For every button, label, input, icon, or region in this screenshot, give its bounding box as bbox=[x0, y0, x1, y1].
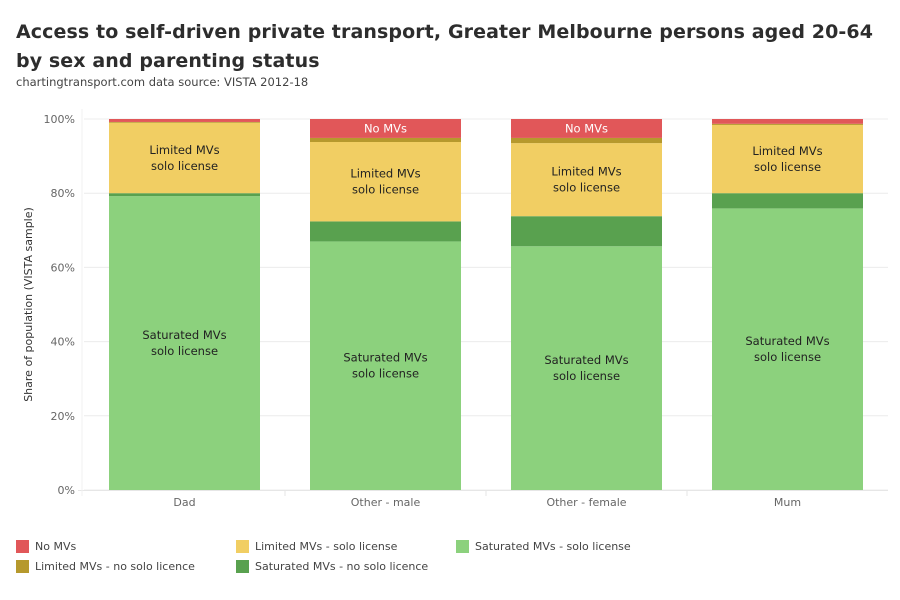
data-label: Saturated MVs bbox=[544, 353, 628, 367]
bar-segment bbox=[511, 143, 662, 217]
chart-title: Access to self-driven private transport,… bbox=[16, 21, 874, 72]
legend-swatch bbox=[16, 540, 29, 553]
bar-segment bbox=[109, 119, 260, 122]
bar-segment bbox=[310, 137, 461, 143]
bar-segment bbox=[310, 241, 461, 490]
legend-swatch bbox=[16, 560, 29, 573]
x-tick-label: Mum bbox=[774, 496, 801, 509]
data-label: Limited MVs bbox=[350, 167, 420, 181]
bar-segment bbox=[310, 119, 461, 138]
y-tick-label: 0% bbox=[58, 484, 75, 497]
x-tick-label: Dad bbox=[173, 496, 195, 509]
bar-segment bbox=[109, 121, 260, 123]
data-label: solo license bbox=[151, 344, 218, 358]
bar-segment bbox=[310, 142, 461, 222]
bar-segment bbox=[511, 246, 662, 490]
legend-label: Saturated MVs - no solo licence bbox=[255, 560, 429, 573]
bar-segment bbox=[310, 221, 461, 242]
bar-segment bbox=[109, 122, 260, 194]
x-tick-label: Other - female bbox=[546, 496, 626, 509]
legend: No MVs Limited MVs - no solo licence Lim… bbox=[16, 540, 896, 590]
y-tick-label: 40% bbox=[51, 336, 75, 349]
legend-label: Limited MVs - solo license bbox=[255, 540, 398, 553]
data-label: solo license bbox=[553, 181, 620, 195]
legend-item-limited-no-solo[interactable]: Limited MVs - no solo licence bbox=[16, 560, 195, 573]
bar-segment bbox=[109, 193, 260, 197]
data-label: Saturated MVs bbox=[745, 334, 829, 348]
data-label: Limited MVs bbox=[752, 144, 822, 158]
bar-segment bbox=[511, 137, 662, 144]
legend-item-saturated-no-solo[interactable]: Saturated MVs - no solo licence bbox=[236, 560, 428, 573]
legend-item-saturated-solo[interactable]: Saturated MVs - solo license bbox=[456, 540, 631, 553]
data-label: Limited MVs bbox=[551, 165, 621, 179]
data-label: Saturated MVs bbox=[343, 351, 427, 365]
data-label: solo license bbox=[553, 369, 620, 383]
data-label: solo license bbox=[352, 367, 419, 381]
data-label: solo license bbox=[352, 183, 419, 197]
legend-item-limited-solo[interactable]: Limited MVs - solo license bbox=[236, 540, 397, 553]
legend-label: Saturated MVs - solo license bbox=[475, 540, 631, 553]
chart-subtitle: chartingtransport.com data source: VISTA… bbox=[16, 75, 309, 89]
legend-swatch bbox=[456, 540, 469, 553]
legend-item-no-mvs[interactable]: No MVs bbox=[16, 540, 76, 553]
y-tick-label: 60% bbox=[51, 261, 75, 274]
bar-segment bbox=[712, 193, 863, 209]
bar-segment bbox=[712, 208, 863, 490]
x-tick-label: Other - male bbox=[351, 496, 421, 509]
y-tick-label: 20% bbox=[51, 410, 75, 423]
y-axis-label: Share of population (VISTA sample) bbox=[22, 207, 35, 402]
data-label: No MVs bbox=[565, 121, 608, 135]
legend-label: No MVs bbox=[35, 540, 77, 553]
bar-segment bbox=[109, 196, 260, 490]
y-tick-label: 100% bbox=[44, 113, 75, 126]
data-label: solo license bbox=[754, 350, 821, 364]
bar-segment bbox=[712, 119, 863, 124]
legend-swatch bbox=[236, 560, 249, 573]
stacked-bar-chart: 0% 20% 40% 60% 80% 100% Share of population (V… bbox=[22, 109, 888, 509]
data-label: Saturated MVs bbox=[142, 328, 226, 342]
data-label: Limited MVs bbox=[149, 143, 219, 157]
bar-segment bbox=[712, 123, 863, 125]
legend-label: Limited MVs - no solo licence bbox=[35, 560, 195, 573]
data-label: solo license bbox=[151, 159, 218, 173]
legend-swatch bbox=[236, 540, 249, 553]
y-tick-label: 80% bbox=[51, 187, 75, 200]
bar-segment bbox=[511, 119, 662, 138]
data-label: solo license bbox=[754, 160, 821, 174]
bar-segment bbox=[712, 124, 863, 194]
data-label: No MVs bbox=[364, 121, 407, 135]
bar-segment bbox=[511, 216, 662, 247]
